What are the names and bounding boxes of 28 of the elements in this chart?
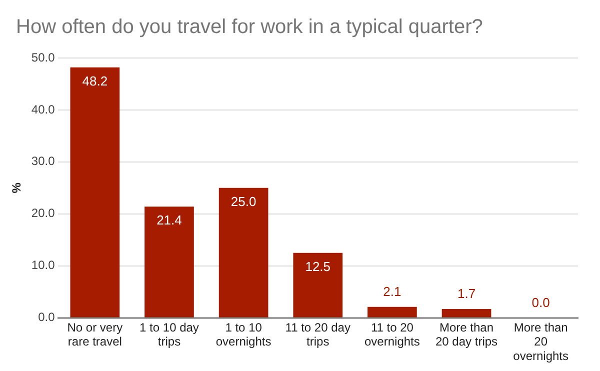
y-tick-label: 40.0 xyxy=(31,102,56,116)
x-tick-label: 11 to 20 day trips xyxy=(285,320,350,349)
x-tick-label: More than 20 day trips xyxy=(435,320,498,349)
bar xyxy=(70,67,120,318)
y-tick-label: 0.0 xyxy=(38,310,56,324)
bar xyxy=(368,306,417,318)
x-tick-label: 1 to 10 day trips xyxy=(140,320,199,349)
bar xyxy=(293,252,343,318)
data-label: 1.7 xyxy=(457,286,476,302)
bar xyxy=(218,188,268,318)
x-tick-label: No or very rare travel xyxy=(67,320,123,349)
data-label: 48.2 xyxy=(82,73,108,88)
x-tick-label: 11 to 20 overnights xyxy=(364,320,420,349)
x-tick-label: 1 to 10 overnights xyxy=(216,320,272,349)
data-label: 21.4 xyxy=(156,212,182,228)
data-label: 2.1 xyxy=(383,284,402,299)
data-label: 25.0 xyxy=(230,194,256,209)
y-axis-title: % xyxy=(10,182,24,194)
y-tick-label: 50.0 xyxy=(31,50,56,64)
bar xyxy=(144,206,194,318)
data-label: 12.5 xyxy=(305,258,331,274)
x-tick-label: More than 20 overnights xyxy=(513,320,569,364)
y-tick-label: 20.0 xyxy=(31,206,56,220)
chart-title: How often do you travel for work in a typical quarter? xyxy=(16,16,483,39)
bar xyxy=(442,308,492,318)
data-label: 0.0 xyxy=(532,294,550,310)
y-tick-label: 30.0 xyxy=(31,154,56,168)
y-tick-label: 10.0 xyxy=(31,258,56,272)
